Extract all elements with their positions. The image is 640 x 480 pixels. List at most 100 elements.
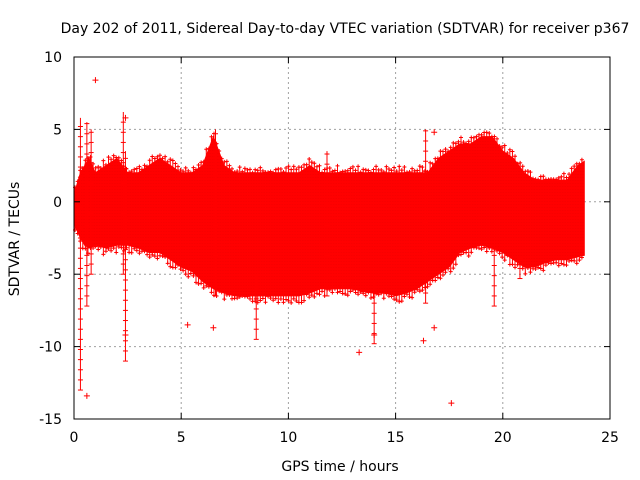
data-layer	[73, 77, 585, 407]
data-point	[453, 262, 458, 267]
data-point	[330, 290, 335, 295]
data-point	[101, 158, 106, 163]
data-point	[579, 157, 584, 162]
data-point	[487, 246, 492, 251]
data-point	[479, 247, 484, 252]
data-point-outlier	[122, 114, 129, 121]
data-point	[268, 296, 273, 301]
data-point	[178, 267, 183, 272]
data-point	[224, 159, 229, 164]
data-point	[379, 291, 384, 296]
data-point	[335, 163, 340, 168]
data-point	[531, 176, 536, 181]
data-point	[96, 247, 101, 252]
data-point	[430, 161, 435, 166]
data-point	[577, 161, 582, 166]
data-point	[461, 140, 466, 145]
data-point	[366, 290, 371, 295]
data-point	[410, 166, 415, 171]
data-point	[458, 135, 463, 140]
y-tick-label: 5	[53, 122, 62, 138]
x-tick-label: 25	[601, 430, 619, 446]
data-point	[538, 266, 543, 271]
data-point	[482, 245, 487, 250]
data-point	[546, 260, 551, 265]
data-point	[464, 141, 469, 146]
data-point	[286, 298, 291, 303]
data-point	[327, 165, 332, 170]
data-point	[111, 246, 116, 251]
data-point	[271, 298, 276, 303]
data-point	[384, 164, 389, 169]
data-point	[284, 297, 289, 302]
data-point	[129, 169, 134, 174]
data-point	[518, 160, 523, 165]
data-point	[394, 169, 399, 174]
data-point	[420, 165, 425, 170]
data-point	[350, 164, 355, 169]
data-point	[266, 294, 271, 299]
data-point	[181, 268, 186, 273]
data-point	[428, 282, 433, 287]
data-point	[111, 153, 116, 158]
data-point	[448, 269, 453, 274]
data-point	[533, 267, 538, 272]
data-point	[235, 169, 240, 174]
data-point	[268, 169, 273, 174]
data-point	[381, 169, 386, 174]
data-point	[484, 130, 489, 135]
data-point	[109, 248, 114, 253]
data-point	[160, 254, 165, 259]
data-point	[541, 174, 546, 179]
data-point	[422, 168, 427, 173]
data-point	[312, 294, 317, 299]
data-point	[569, 166, 574, 171]
data-point	[199, 160, 204, 165]
data-point	[564, 175, 569, 180]
data-point	[281, 169, 286, 174]
data-point	[116, 155, 121, 160]
data-point	[559, 261, 564, 266]
data-point	[440, 149, 445, 154]
data-point	[204, 147, 209, 152]
data-point	[98, 165, 103, 170]
data-point	[579, 255, 584, 260]
data-point	[314, 291, 319, 296]
data-point	[479, 132, 484, 137]
data-point	[417, 289, 422, 294]
data-point	[155, 256, 160, 261]
data-point	[75, 179, 80, 184]
data-point	[191, 273, 196, 278]
data-point	[235, 296, 240, 301]
data-point	[374, 291, 379, 296]
data-point	[397, 164, 402, 169]
data-point	[109, 157, 114, 162]
data-point	[309, 293, 314, 298]
data-point	[541, 268, 546, 273]
data-point	[91, 246, 96, 251]
data-point	[193, 280, 198, 285]
data-point	[206, 146, 211, 151]
data-point	[528, 170, 533, 175]
data-point	[559, 174, 564, 179]
data-point	[302, 298, 307, 303]
data-point	[320, 170, 325, 175]
data-point	[165, 261, 170, 266]
data-point	[520, 164, 525, 169]
data-point	[525, 265, 530, 270]
data-point	[330, 169, 335, 174]
data-point	[386, 166, 391, 171]
data-point-outlier	[210, 324, 217, 331]
data-point	[433, 278, 438, 283]
data-point	[160, 156, 165, 161]
data-point	[407, 169, 412, 174]
data-point-outlier	[83, 392, 90, 399]
data-point	[93, 244, 98, 249]
data-point	[361, 167, 366, 172]
data-point	[451, 266, 456, 271]
data-point	[186, 168, 191, 173]
y-tick-label: -10	[39, 340, 62, 356]
data-point	[114, 250, 119, 255]
data-point	[425, 284, 430, 289]
data-point	[232, 170, 237, 175]
